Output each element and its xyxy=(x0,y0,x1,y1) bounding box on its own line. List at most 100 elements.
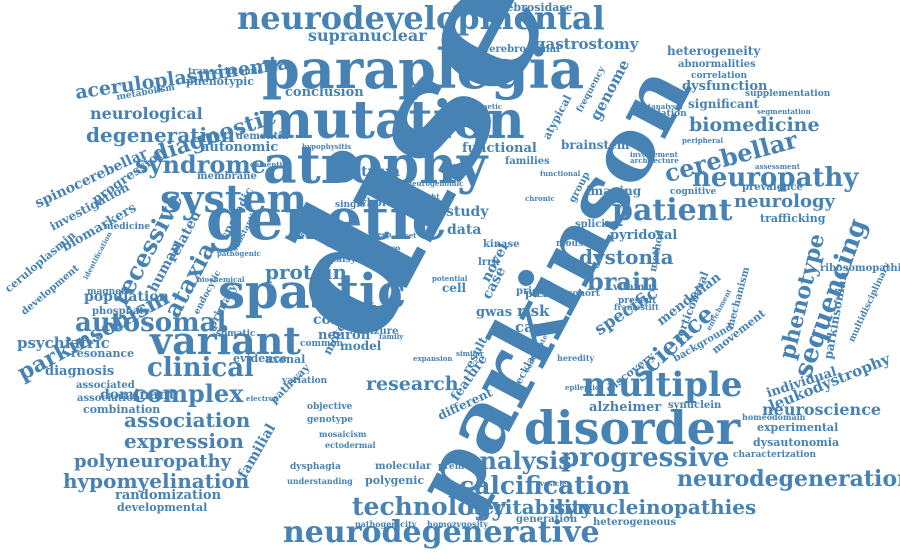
cloud-word: model xyxy=(340,339,382,353)
cloud-word: cerebrospinal xyxy=(483,44,560,55)
cloud-word: kinase xyxy=(483,239,520,250)
cloud-word: architecture xyxy=(630,156,679,165)
cloud-word: progressive xyxy=(561,443,730,473)
cloud-word: transcriptomic xyxy=(188,67,263,77)
cloud-word: calcification xyxy=(459,471,631,500)
cloud-word: single xyxy=(335,200,366,210)
cloud-word: cause xyxy=(515,318,563,336)
cloud-word: characterization xyxy=(733,450,817,460)
cloud-word: paraplegia xyxy=(262,37,585,101)
cloud-word: supplementation xyxy=(745,89,831,99)
cloud-word: genotype xyxy=(307,415,353,425)
cloud-word: cognitive xyxy=(670,187,717,197)
cloud-word: homozygosity xyxy=(427,519,488,529)
cloud-word: framestift xyxy=(614,302,659,312)
cloud-word: exome xyxy=(325,235,376,251)
cloud-word: families xyxy=(505,156,550,167)
cloud-word: objective xyxy=(307,402,353,412)
cloud-word: variant xyxy=(150,318,301,363)
cloud-word: brainstem xyxy=(561,138,630,152)
cloud-word: insight xyxy=(412,192,440,201)
cloud-word: population xyxy=(84,289,169,305)
cloud-word: research xyxy=(366,373,459,395)
cloud-word: dementia xyxy=(236,131,289,142)
cloud-word: neurodegenerative xyxy=(283,515,600,550)
cloud-word: membrane xyxy=(197,171,257,182)
cloud-word: dominant xyxy=(100,387,176,403)
cloud-word: alzheimer xyxy=(589,400,662,415)
cloud-word: disorder xyxy=(524,401,741,455)
cloud-word: somatic xyxy=(216,329,256,339)
cloud-word: psychiatric xyxy=(17,334,110,352)
cloud-word: complex xyxy=(132,379,244,408)
cloud-word: axonal xyxy=(265,353,306,366)
cloud-word: heredity xyxy=(557,353,595,363)
cloud-word: system xyxy=(160,176,307,221)
cloud-word: involvement xyxy=(630,150,678,159)
cloud-word: polyneuropathy xyxy=(74,451,232,472)
cloud-word: combination xyxy=(83,403,161,416)
cloud-word: dysautonomia xyxy=(753,436,840,449)
cloud-word: protein xyxy=(265,260,347,284)
cloud-word: onset xyxy=(395,231,417,240)
cloud-word: multiple xyxy=(582,365,743,405)
cloud-word: analysis xyxy=(464,446,572,475)
cloud-word: homeodomain xyxy=(742,412,806,422)
cloud-word: assessment xyxy=(755,162,800,171)
cloud-word: generation xyxy=(516,514,578,525)
cloud-word: technology xyxy=(352,492,506,521)
cloud-word: chronic xyxy=(525,194,555,203)
cloud-word: expression xyxy=(124,429,244,453)
cloud-word: pathogenicity xyxy=(355,519,417,529)
cloud-word: pathogenic xyxy=(217,249,261,258)
cloud-word: palsy xyxy=(330,255,356,265)
cloud-word: abnormalities xyxy=(678,59,756,70)
cloud-word: association xyxy=(124,408,251,432)
cloud-word: brain xyxy=(587,267,659,296)
cloud-word: neuropathy xyxy=(692,163,859,193)
cloud-word: resonance xyxy=(71,347,135,360)
cloud-word: syndrome xyxy=(135,150,267,179)
cloud-word: sleep xyxy=(371,230,392,239)
cloud-word: seizure xyxy=(358,326,399,337)
cloud-word: whole xyxy=(357,196,393,209)
cloud-word: supranuclear xyxy=(308,26,427,45)
cloud-word: understanding xyxy=(287,476,353,486)
cloud-word: variation xyxy=(282,376,328,386)
cloud-word: functional xyxy=(462,141,537,156)
cloud-word: glucocerebrosidase xyxy=(453,1,573,14)
cloud-word: cell xyxy=(442,281,467,295)
cloud-word: premotor xyxy=(438,462,486,472)
cloud-word: possible xyxy=(291,230,324,239)
cloud-word: magnetic xyxy=(87,287,134,297)
cloud-word: vesicle xyxy=(540,479,567,488)
cloud-word: patient xyxy=(612,193,733,228)
cloud-word: biochemical xyxy=(197,275,245,284)
cloud-word: synuclein xyxy=(668,400,722,411)
cloud-word: control xyxy=(313,312,370,328)
cloud-word: developmental xyxy=(117,501,208,514)
cloud-word: regulation xyxy=(634,109,687,119)
cloud-word: phosphate xyxy=(92,306,151,317)
cloud-word: diagnosis xyxy=(45,364,115,379)
cloud-word: common xyxy=(300,339,344,349)
cloud-word: heterogeneity xyxy=(667,44,761,58)
cloud-word: correlation xyxy=(691,71,748,81)
cloud-word: hypophysitis xyxy=(302,142,352,151)
cloud-word: neurodevelopmental xyxy=(237,0,605,37)
cloud-word: pdxk xyxy=(525,287,555,300)
cloud-word: study xyxy=(446,204,489,220)
cloud-word: metanalysis xyxy=(636,102,683,111)
cloud-word: family xyxy=(379,332,404,341)
cloud-word: epileptic xyxy=(565,383,600,392)
cloud-word: ectodermal xyxy=(325,440,376,450)
cloud-word: randomization xyxy=(115,488,222,503)
cloud-word: spectrum xyxy=(326,164,400,180)
cloud-word: imaging xyxy=(586,184,642,198)
cloud-word: synucleinopathies xyxy=(554,495,757,519)
cloud-word: dementia xyxy=(250,160,287,169)
cloud-word: potential xyxy=(432,274,468,283)
cloud-word: expansion xyxy=(413,354,453,363)
cloud-word: pyridoxal xyxy=(610,228,678,243)
